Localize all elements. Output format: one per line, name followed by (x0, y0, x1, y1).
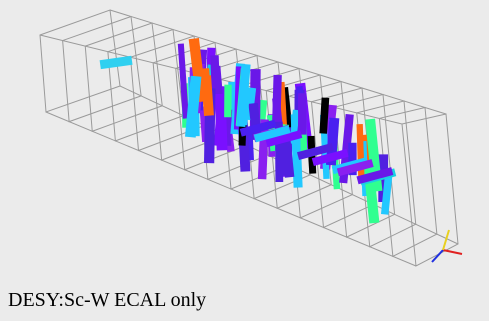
hit (272, 75, 282, 127)
hit (298, 93, 306, 134)
event-display: DESY:Sc-W ECAL only (0, 0, 489, 321)
hit (224, 85, 232, 118)
caption: DESY:Sc-W ECAL only (8, 289, 206, 311)
